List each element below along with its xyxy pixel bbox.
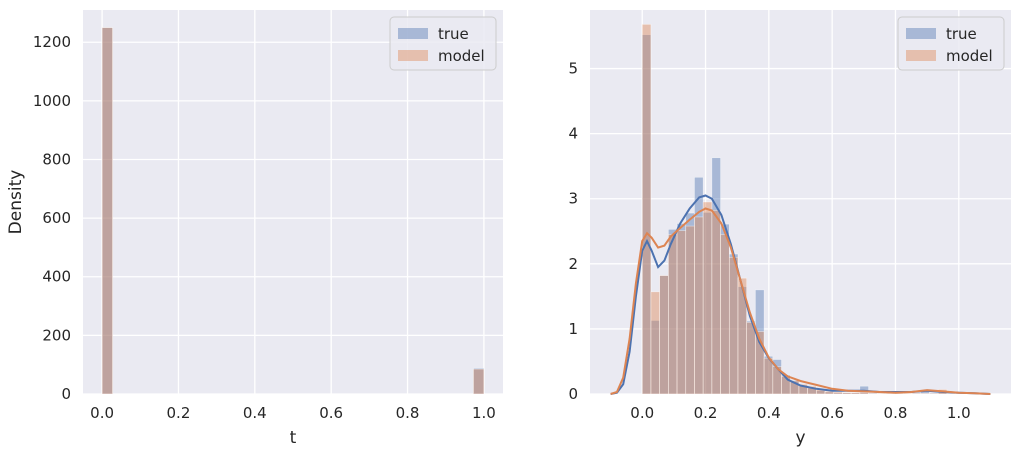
hist-bar-model (720, 234, 730, 395)
legend-swatch-model (906, 50, 936, 61)
y-axis-label: Density (6, 170, 26, 235)
hist-bar-model (903, 393, 913, 395)
x-tick-label: 0.6 (319, 404, 343, 422)
legend: true model (389, 16, 497, 71)
plot-area (590, 10, 1011, 394)
y-tick-label: 0 (568, 385, 578, 403)
y-tick-label: 1 (568, 320, 578, 338)
x-axis-label: y (795, 428, 805, 448)
y-tick-label: 1200 (33, 33, 71, 51)
hist-bar-model (702, 201, 713, 395)
chart-panel-1: 0.0 0.2 0.4 0.6 0.8 1.0 0 200 400 600 800 1000 1200 t… (6, 10, 503, 448)
hist-bar-model (876, 393, 887, 395)
legend-swatch-model (398, 50, 428, 61)
hist-bar-model (868, 393, 878, 395)
hist-bar-model (101, 27, 113, 395)
legend-box (897, 16, 1005, 71)
y-tick-label: 0 (61, 385, 71, 403)
kde-line-model (610, 207, 991, 395)
hist-bar-model (650, 291, 660, 395)
hist-bar-model (473, 368, 485, 395)
hist-bar-model (694, 216, 704, 395)
y-tick-label: 1000 (33, 92, 71, 110)
x-tick-label: 0.4 (243, 404, 267, 422)
x-axis-label: t (290, 428, 297, 448)
legend-label-true: true (946, 25, 977, 43)
x-tick-label: 0.2 (694, 404, 718, 422)
hist-bar-model (659, 275, 669, 395)
hist-bar-model (728, 257, 739, 395)
hist-bar-model (763, 357, 774, 395)
hist-bar-model (850, 392, 861, 395)
x-tick-label: 0.0 (630, 404, 654, 422)
legend-swatch-true (906, 28, 936, 39)
x-tick-label: 0.0 (90, 404, 114, 422)
x-tick-label: 0.2 (167, 404, 191, 422)
x-tick-label: 0.8 (884, 404, 908, 422)
hist-bar-model (824, 391, 835, 395)
hist-bar-model (929, 393, 939, 395)
plot-area (83, 10, 503, 394)
hist-bar-model (711, 210, 721, 395)
x-tick-label: 0.6 (820, 404, 844, 422)
y-tick-label: 3 (568, 190, 578, 208)
hist-bar-model (911, 393, 922, 395)
legend-label-true: true (438, 25, 469, 43)
y-tick-label: 800 (42, 150, 71, 168)
legend: true model (897, 16, 1005, 71)
x-tick-label: 0.8 (396, 404, 420, 422)
hist-bar-model (781, 376, 791, 395)
legend-box (389, 16, 497, 71)
hist-bar-model (842, 392, 852, 395)
y-tick-label: 5 (568, 60, 578, 78)
hist-bar-model (668, 234, 678, 395)
hist-bar-model (676, 230, 687, 395)
hist-bar-model (685, 225, 695, 395)
legend-swatch-true (398, 28, 428, 39)
y-tick-label: 600 (42, 209, 71, 227)
hist-bar-model (833, 391, 843, 395)
chart-panel-2: 0.0 0.2 0.4 0.6 0.8 1.0 0 1 2 3 4 5 y true model (568, 10, 1011, 448)
legend-label-model: model (438, 47, 485, 65)
y-tick-label: 2 (568, 255, 578, 273)
y-tick-label: 4 (568, 125, 578, 143)
hist-bar-model (746, 322, 756, 395)
hist-bar-model (641, 24, 652, 395)
x-tick-label: 0.4 (757, 404, 781, 422)
legend-label-model: model (946, 47, 993, 65)
hist-bar-model (859, 392, 869, 395)
y-tick-label: 200 (42, 326, 71, 344)
x-tick-label: 1.0 (947, 404, 971, 422)
x-tick-label: 1.0 (472, 404, 496, 422)
hist-bar-model (920, 393, 930, 395)
y-tick-label: 400 (42, 268, 71, 286)
